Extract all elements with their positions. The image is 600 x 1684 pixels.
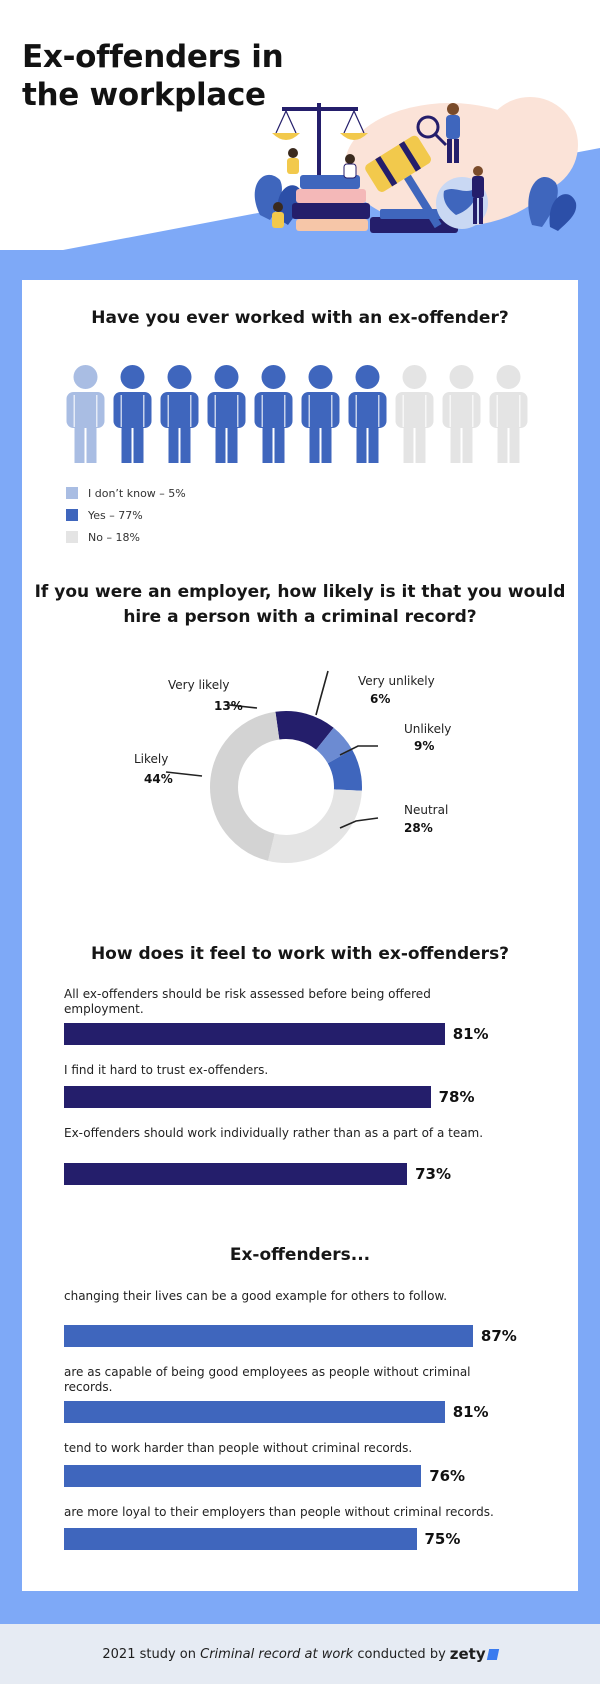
donut-slice xyxy=(210,711,362,863)
bar-value: 81% xyxy=(452,1025,489,1043)
bar-value: 73% xyxy=(415,1165,451,1183)
bar-value: 75% xyxy=(424,1530,461,1548)
footer-study-name: Criminal record at work xyxy=(200,1646,354,1662)
bar-statement: changing their lives can be a good examp… xyxy=(64,1289,448,1303)
donut-pct-very-likely: 13% xyxy=(214,699,243,713)
donut-pct-very-unlikely: 6% xyxy=(370,692,391,706)
bar-statement: tend to work harder than people without … xyxy=(64,1441,413,1455)
donut-slice xyxy=(210,711,362,863)
bar-value: 81% xyxy=(452,1403,489,1421)
donut-label-unlikely: Unlikely xyxy=(404,722,452,736)
bar-risk-assessed xyxy=(64,1023,445,1045)
page-title: Ex-offenders in the workplace xyxy=(22,39,284,113)
person-icon xyxy=(254,365,293,463)
legend-label: Yes – 77% xyxy=(88,508,143,522)
donut-chart xyxy=(165,670,379,863)
section-title-hire-likelihood: If you were an employer, how likely is i… xyxy=(34,582,566,627)
legend-swatch xyxy=(66,531,78,543)
section-title-worked-with: Have you ever worked with an ex-offender… xyxy=(91,308,509,328)
justice-illustration xyxy=(254,97,578,233)
bar-more-loyal xyxy=(64,1528,417,1550)
legend-label: No – 18% xyxy=(88,530,140,544)
bar-capable-employees xyxy=(64,1401,445,1423)
bar-statement: are as capable of being good employees a… xyxy=(64,1365,471,1394)
bar-statement: All ex-offenders should be risk assessed… xyxy=(64,987,431,1016)
footer-prefix: 2021 study on xyxy=(102,1646,196,1662)
section-title-ex-offenders: Ex-offenders... xyxy=(229,1245,371,1265)
pictogram-legend: I don’t know – 5% Yes – 77% No – 18% xyxy=(66,482,186,548)
person-icon xyxy=(442,365,481,463)
bar-value: 87% xyxy=(480,1327,517,1345)
donut-pct-likely: 44% xyxy=(144,772,173,786)
person-icon xyxy=(160,365,199,463)
legend-item: No – 18% xyxy=(66,526,186,548)
bar-hard-to-trust xyxy=(64,1086,431,1108)
person-icon xyxy=(113,365,152,463)
leader-line xyxy=(228,704,258,709)
donut-pct-neutral: 28% xyxy=(404,821,433,835)
pictogram-people xyxy=(66,365,528,463)
bar-work-harder xyxy=(64,1465,422,1487)
footer-suffix: conducted by xyxy=(357,1646,446,1662)
leader-line xyxy=(165,771,203,777)
person-icon xyxy=(301,365,340,463)
brand-logo[interactable]: zety xyxy=(449,1645,486,1663)
person-icon xyxy=(489,365,528,463)
person-icon xyxy=(66,365,105,463)
footer: 2021 study on Criminal record at work co… xyxy=(0,1624,600,1684)
bar-value: 78% xyxy=(438,1088,475,1106)
section-title-feel: How does it feel to work with ex-offende… xyxy=(90,944,510,964)
bar-statement: Ex-offenders should work individually ra… xyxy=(64,1126,484,1140)
donut-label-very-unlikely: Very unlikely xyxy=(358,674,435,688)
bar-good-example xyxy=(64,1325,473,1347)
bar-statement: I find it hard to trust ex-offenders. xyxy=(64,1063,269,1077)
legend-item: Yes – 77% xyxy=(66,504,186,526)
person-icon xyxy=(395,365,434,463)
header: Ex-offenders in the workplace xyxy=(0,0,600,270)
legend-swatch xyxy=(66,487,78,499)
leader-line xyxy=(339,817,379,829)
bar-statement: are more loyal to their employers than p… xyxy=(64,1505,494,1519)
donut-pct-unlikely: 9% xyxy=(414,739,435,753)
legend-swatch xyxy=(66,509,78,521)
donut-label-likely: Likely xyxy=(134,752,169,766)
leader-line xyxy=(315,670,329,716)
leader-line xyxy=(339,745,378,756)
legend-label: I don’t know – 5% xyxy=(88,486,186,500)
person-icon xyxy=(207,365,246,463)
content-card xyxy=(22,280,578,1591)
person-icon xyxy=(348,365,387,463)
bar-work-individually xyxy=(64,1163,408,1185)
bar-value: 76% xyxy=(429,1467,466,1485)
brand-mark-icon xyxy=(486,1648,499,1660)
donut-label-neutral: Neutral xyxy=(404,803,449,817)
donut-label-very-likely: Very likely xyxy=(168,678,230,692)
donut-slice xyxy=(210,711,362,863)
legend-item: I don’t know – 5% xyxy=(66,482,186,504)
